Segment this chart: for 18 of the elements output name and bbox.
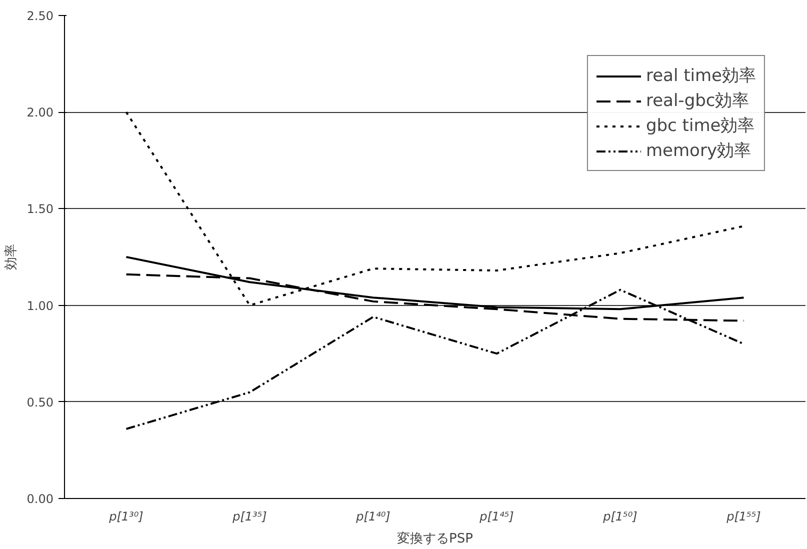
legend-label: real time効率 bbox=[646, 65, 756, 87]
y-tick-label: 2.50 bbox=[26, 9, 54, 23]
legend-label: memory効率 bbox=[646, 140, 751, 162]
x-tick-label: p[1³⁵] bbox=[232, 510, 268, 524]
y-axis-title: 効率 bbox=[2, 244, 19, 270]
legend-label: real-gbc効率 bbox=[646, 90, 750, 112]
y-tick-label: 1.50 bbox=[26, 202, 54, 216]
legend-label: gbc time効率 bbox=[646, 115, 755, 137]
x-tick-label: p[1⁴⁵] bbox=[478, 510, 514, 524]
x-tick-label: p[1⁵⁵] bbox=[726, 510, 762, 524]
x-tick-label: p[1³⁰] bbox=[108, 510, 144, 524]
x-tick-label: p[1⁴⁰] bbox=[355, 510, 391, 524]
y-tick-label: 0.00 bbox=[26, 492, 54, 506]
x-tick-label: p[1⁵⁰] bbox=[602, 510, 638, 524]
y-tick-label: 1.00 bbox=[26, 298, 54, 313]
y-tick-label: 0.50 bbox=[26, 395, 54, 410]
y-tick-label: 2.00 bbox=[26, 106, 54, 120]
x-axis-title: 変換するPSP bbox=[397, 530, 474, 546]
